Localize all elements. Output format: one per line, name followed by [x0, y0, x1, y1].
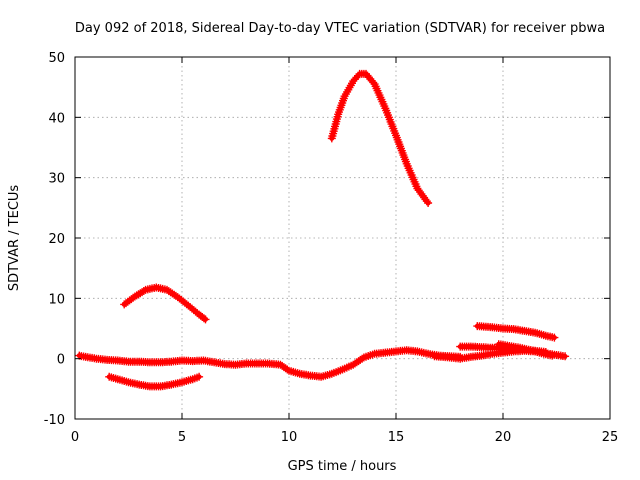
series-arc-hump-early — [120, 283, 210, 324]
y-tick-labels: -10 0 10 20 30 40 50 — [44, 51, 65, 428]
series-arc-dip-early — [105, 372, 204, 391]
y-tick-label: 0 — [57, 353, 65, 368]
y-tick-label: 20 — [48, 232, 65, 247]
data-point-marker — [195, 372, 204, 381]
x-tick-label: 20 — [495, 430, 512, 445]
x-tick-label: 5 — [178, 430, 186, 445]
data-point-marker — [561, 352, 570, 361]
series-arc-late-mid — [494, 340, 557, 360]
x-tick-label: 15 — [388, 430, 405, 445]
data-point-marker — [201, 315, 210, 324]
y-tick-label: 30 — [48, 172, 65, 187]
data-point-marker — [550, 333, 559, 342]
y-tick-label: 10 — [48, 292, 65, 307]
data-point-marker — [199, 314, 208, 323]
series-layer — [75, 69, 570, 391]
data-point-marker — [139, 287, 148, 295]
x-tick-label: 10 — [281, 430, 298, 445]
grid — [75, 57, 610, 419]
data-point-marker — [422, 197, 431, 206]
series-arc-peak — [327, 69, 433, 207]
series-arc-late-high — [473, 322, 559, 342]
chart-title: Day 092 of 2018, Sidereal Day-to-day VTE… — [75, 21, 605, 36]
data-point-marker — [354, 71, 362, 80]
x-tick-labels: 0 5 10 15 20 25 — [71, 430, 618, 445]
x-axis-label: GPS time / hours — [288, 459, 397, 474]
data-point-marker — [548, 351, 557, 360]
tick-marks — [74, 56, 611, 420]
data-point-marker — [283, 365, 292, 374]
x-tick-label: 0 — [71, 430, 79, 445]
plot-area — [75, 69, 570, 391]
y-tick-label: -10 — [44, 413, 65, 428]
series-arc-main-baseline — [75, 346, 465, 381]
y-tick-label: 40 — [48, 111, 65, 126]
x-tick-label: 25 — [602, 430, 619, 445]
data-point-marker — [424, 199, 433, 207]
y-tick-label: 50 — [48, 51, 65, 66]
y-axis-label: SDTVAR / TECUs — [7, 185, 22, 292]
